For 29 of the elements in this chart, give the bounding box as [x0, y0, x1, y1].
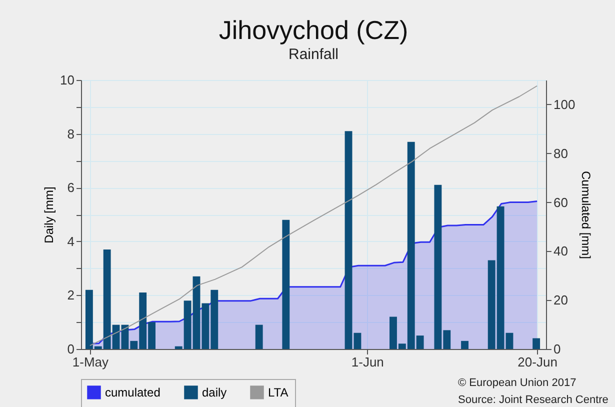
legend-label: cumulated	[105, 385, 160, 400]
x-tick-label: 1-Jun	[351, 354, 384, 370]
y-tick-label: 0	[67, 342, 74, 356]
y-tick-label: 2	[67, 288, 74, 303]
y-tick-label: 10	[60, 72, 74, 88]
x-tick-label: 20-Jun	[518, 354, 558, 370]
y2-tick-label: 20	[554, 292, 568, 308]
y2-tick-label: 0	[554, 342, 561, 356]
y-tick-label: 6	[67, 180, 74, 196]
text: © European Union 2017	[458, 377, 576, 389]
y2-tick-label: 80	[554, 146, 568, 161]
chart-title: Jihovychod (CZ)	[218, 15, 408, 45]
bar	[255, 324, 263, 349]
y2-tick-label: 60	[554, 194, 568, 210]
source-note: Source: Joint Research Centre	[458, 394, 608, 406]
legend-label: daily	[202, 385, 227, 400]
y-tick-label: 8	[67, 126, 74, 142]
bar	[532, 338, 540, 349]
line-series	[89, 85, 538, 346]
bar	[461, 340, 468, 349]
y-tick-label: 4	[67, 234, 74, 249]
bar	[282, 220, 290, 349]
y-axis-title: Daily [mm]	[42, 186, 56, 244]
y2-axis-title: Cumulated [mm]	[579, 170, 594, 260]
legend-label: LTA	[268, 385, 288, 400]
chart-subtitle: Rainfall	[288, 46, 339, 63]
x-tick-label: 1-May	[72, 354, 109, 370]
y2-tick-label: 100	[554, 96, 576, 112]
y2-tick-label: 40	[554, 244, 568, 259]
